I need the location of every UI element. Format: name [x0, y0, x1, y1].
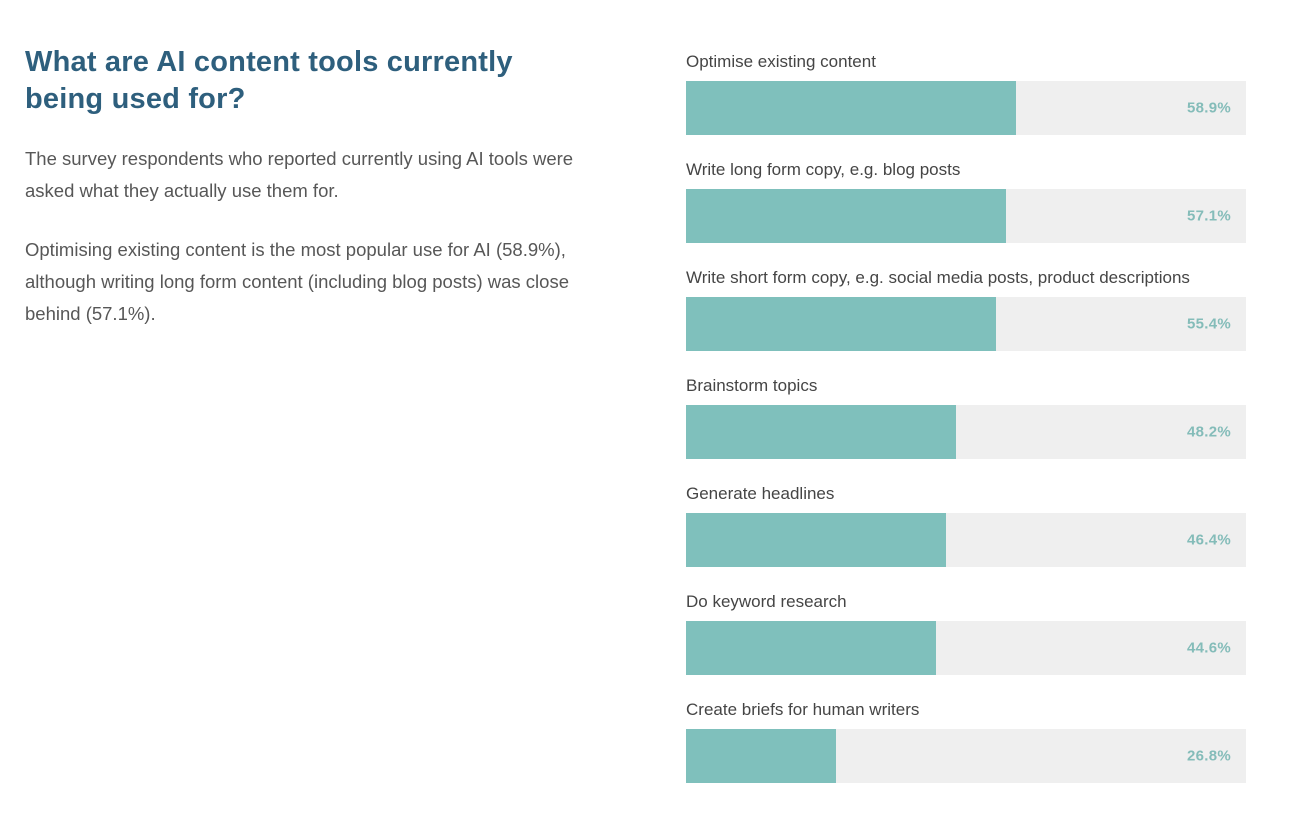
bar-track: 55.4% — [686, 297, 1246, 351]
bar-chart: Optimise existing content 58.9% Write lo… — [686, 52, 1246, 808]
summary-paragraph: Optimising existing content is the most … — [25, 239, 569, 324]
bar-fill — [686, 189, 1006, 243]
bar-track: 48.2% — [686, 405, 1246, 459]
chart-row: Write long form copy, e.g. blog posts 57… — [686, 160, 1246, 243]
bar-track: 44.6% — [686, 621, 1246, 675]
chart-row: Brainstorm topics 48.2% — [686, 376, 1246, 459]
chart-row: Write short form copy, e.g. social media… — [686, 268, 1246, 351]
chart-row: Optimise existing content 58.9% — [686, 52, 1246, 135]
bar-value: 26.8% — [1186, 747, 1231, 765]
bar-track: 57.1% — [686, 189, 1246, 243]
bar-value: 55.4% — [1186, 315, 1231, 333]
bar-value: 46.4% — [1186, 531, 1231, 549]
bar-label: Write long form copy, e.g. blog posts — [686, 160, 961, 179]
intro-paragraph: The survey respondents who reported curr… — [25, 148, 574, 201]
bar-value: 58.9% — [1186, 99, 1231, 117]
bar-label: Generate headlines — [686, 484, 835, 503]
bar-fill — [686, 513, 946, 567]
page-title: What are AI content tools currently bein… — [25, 46, 513, 115]
bar-fill — [686, 405, 956, 459]
chart-row: Create briefs for human writers 26.8% — [686, 700, 1246, 783]
bar-value: 57.1% — [1186, 207, 1231, 225]
bar-fill — [686, 729, 837, 783]
bar-track: 58.9% — [686, 81, 1246, 135]
bar-value: 48.2% — [1186, 423, 1231, 441]
bar-fill — [686, 81, 1016, 135]
text-column: What are AI content tools currently bein… — [25, 44, 587, 357]
bar-track: 26.8% — [686, 729, 1246, 783]
bar-value: 44.6% — [1186, 639, 1231, 657]
bar-label: Optimise existing content — [686, 52, 876, 71]
bar-label: Do keyword research — [686, 592, 847, 611]
chart-row: Do keyword research 44.6% — [686, 592, 1246, 675]
bar-fill — [686, 297, 997, 351]
bar-label: Brainstorm topics — [686, 376, 818, 395]
bar-track: 46.4% — [686, 513, 1246, 567]
bar-label: Create briefs for human writers — [686, 700, 920, 719]
bar-label: Write short form copy, e.g. social media… — [686, 268, 1190, 287]
chart-row: Generate headlines 46.4% — [686, 484, 1246, 567]
bar-fill — [686, 621, 936, 675]
